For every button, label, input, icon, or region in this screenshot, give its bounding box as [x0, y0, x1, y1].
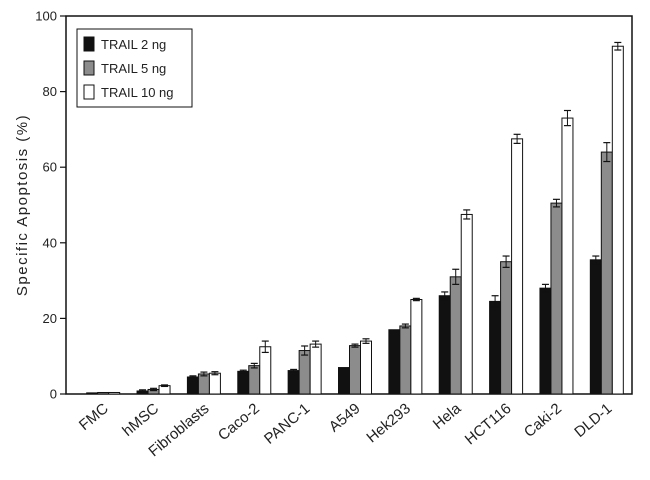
- bar: [197, 373, 210, 395]
- y-tick-label: 60: [43, 160, 57, 175]
- bar: [489, 300, 502, 395]
- legend-box: [76, 28, 193, 108]
- bar-group: [338, 338, 372, 395]
- y-tick-label: 20: [43, 311, 57, 326]
- bar: [449, 276, 462, 395]
- bar: [589, 259, 602, 395]
- bar-group: [589, 41, 624, 395]
- bar: [97, 391, 110, 395]
- bar: [388, 329, 401, 395]
- bar: [208, 372, 221, 395]
- x-tick-label: FMC: [76, 400, 112, 434]
- x-tick-label: Caco-2: [215, 400, 263, 444]
- bar: [550, 202, 563, 395]
- bar-group: [86, 391, 121, 395]
- x-tick-label: HCT116: [462, 400, 515, 448]
- y-tick-label: 80: [43, 84, 57, 99]
- x-tick-label: Hela: [430, 400, 465, 433]
- x-tick-label: A549: [326, 400, 364, 436]
- bar: [259, 346, 272, 395]
- bar: [438, 295, 451, 395]
- bar: [611, 45, 624, 395]
- x-tick-label: hMSC: [119, 400, 162, 440]
- bar: [399, 325, 412, 395]
- y-tick-label: 100: [35, 9, 57, 24]
- bar-group: [237, 340, 272, 395]
- bar: [410, 299, 423, 395]
- bar-group: [539, 109, 574, 395]
- y-axis-title: Specific Apoptosis (%): [14, 114, 31, 296]
- y-axis: 0 20 40 60 80 100: [35, 9, 66, 402]
- bar: [539, 287, 552, 395]
- y-tick-label: 0: [50, 387, 57, 402]
- bar: [338, 367, 350, 395]
- bar: [108, 391, 121, 395]
- bar: [460, 213, 473, 395]
- bar-group: [186, 371, 221, 395]
- x-tick-label: Caki-2: [521, 400, 565, 441]
- bar: [511, 138, 524, 395]
- legend-swatch: [83, 36, 95, 52]
- bar: [186, 376, 199, 395]
- bar: [237, 370, 250, 395]
- bar: [248, 365, 261, 395]
- bar: [500, 261, 513, 395]
- x-tick-label: PANC-1: [261, 400, 313, 448]
- bar-group: [489, 133, 524, 395]
- bar: [360, 340, 372, 395]
- bar-group: [438, 209, 473, 395]
- bar: [349, 345, 361, 395]
- bar: [86, 392, 99, 395]
- legend-swatch: [83, 84, 95, 100]
- legend-label: TRAIL 10 ng: [101, 85, 174, 100]
- bar-group: [136, 384, 171, 395]
- bar: [298, 350, 311, 395]
- x-tick-label: DLD-1: [571, 400, 615, 441]
- bar-group: [388, 297, 423, 395]
- legend-swatch: [83, 60, 95, 76]
- bar: [600, 151, 613, 395]
- bar: [561, 117, 574, 395]
- bar-groups: [86, 41, 624, 395]
- legend-label: TRAIL 2 ng: [101, 37, 166, 52]
- bar-group: [287, 340, 322, 395]
- y-tick-label: 40: [43, 235, 57, 250]
- bar: [309, 343, 322, 395]
- bar: [287, 370, 300, 395]
- x-tick-label: Hek293: [363, 400, 414, 446]
- legend: TRAIL 2 ng TRAIL 5 ng TRAIL 10 ng: [76, 28, 193, 108]
- legend-label: TRAIL 5 ng: [101, 61, 166, 76]
